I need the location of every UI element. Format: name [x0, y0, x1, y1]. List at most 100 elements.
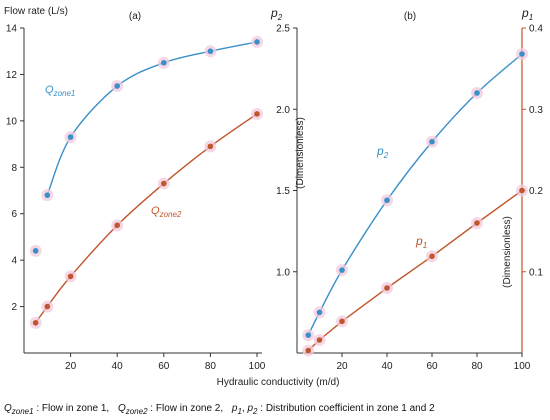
data-point [67, 134, 74, 140]
data-point [114, 222, 120, 229]
data-point [474, 220, 480, 226]
panel-a-y-tick-label: 10 [6, 116, 18, 127]
caption-q1-text: : Flow in zone 1, [34, 403, 110, 414]
data-point [207, 143, 214, 150]
panel-b-left-axis-sub: 2 [277, 13, 283, 22]
panel-b-left-tick-label: 1.0 [276, 267, 290, 278]
panel-a-y-tick-label: 12 [6, 70, 18, 81]
data-point [384, 285, 390, 291]
panel-a-x-tick-label: 40 [112, 361, 124, 372]
panel-b-x-tick-label: 100 [514, 361, 531, 372]
panel-a-x-tick-label: 20 [65, 361, 77, 372]
series-label-qzone1: Qzone1 [45, 84, 75, 98]
panel-b-left-tick-label: 2.5 [276, 24, 290, 35]
data-point [67, 273, 74, 280]
data-point [207, 48, 214, 55]
data-point [114, 83, 120, 89]
panel-b-right-tick-label: 0.2 [529, 186, 543, 197]
data-point [519, 187, 525, 194]
panel-a-x-tick-label: 60 [158, 361, 170, 372]
panel-a-label: (a) [129, 11, 141, 22]
panel-a-y-tick-label: 6 [11, 209, 17, 220]
data-point [474, 90, 480, 96]
data-point [429, 253, 435, 260]
panel-b-left-y-ticks: 1.0 1.5 2.0 2.5 [276, 24, 297, 278]
panel-a-y-tick-label: 4 [11, 256, 17, 267]
series-label-qzone1-main: Q [45, 84, 54, 96]
panel-b-right-note: (Dimensionless) [502, 216, 513, 288]
series-label-qzone1-sub: zone1 [53, 89, 76, 98]
data-point [44, 303, 51, 310]
caption-p2-sub: 2 [252, 407, 258, 416]
series-label-p2-main: p [376, 144, 384, 158]
panel-b-right-tick-label: 0.4 [529, 24, 543, 35]
series-label-p2-sub: 2 [383, 151, 389, 160]
series-label-p1: p1 [415, 234, 427, 250]
caption-q2-sub: zone2 [125, 407, 148, 416]
caption: Qzone1 : Flow in zone 1, Qzone2 : Flow i… [4, 403, 435, 416]
series-line-p2 [307, 53, 523, 336]
panel-b-left-axis-main: p [270, 6, 278, 20]
panel-a-y-tick-label: 2 [11, 302, 17, 313]
panel-b-x-tick-label: 80 [471, 361, 483, 372]
series-label-qzone2-sub: zone2 [159, 210, 182, 219]
panel-a-x-tick-label: 100 [249, 361, 266, 372]
data-point [519, 51, 525, 57]
data-point [316, 309, 323, 316]
panel-b-left-tick-label: 2.0 [276, 105, 290, 116]
panel-b-right-tick-label: 0.1 [529, 267, 543, 278]
panel-b-series-lines [307, 53, 523, 352]
x-axis-title: Hydraulic conductivity (m/d) [217, 377, 340, 388]
panel-b-left-axis-title: p2 [270, 6, 283, 22]
series-line-qzone2 [35, 113, 258, 324]
panel-a-x-tick-label: 80 [205, 361, 217, 372]
data-point [161, 60, 167, 66]
panel-b-right-axis-sub: 1 [529, 13, 533, 22]
series-label-p1-main: p [415, 234, 423, 248]
panel-b-x-tick-label: 20 [336, 361, 348, 372]
panel-b-right-y-ticks: 0.1 0.2 0.3 0.4 [522, 24, 543, 278]
panel-b-left-note: (Dimensionless) [295, 117, 306, 189]
panel-a: Flow rate (L/s) (a) 2 4 6 8 10 12 14 20 40 60 80 1… [4, 6, 266, 372]
panel-b-right-tick-label: 0.3 [529, 105, 543, 116]
panel-b-x-tick-label: 60 [426, 361, 438, 372]
caption-p-text: : Distribution coefficient in zone 1 and… [258, 403, 436, 414]
panel-a-y-ticks: 2 4 6 8 10 12 14 [6, 24, 24, 313]
data-point [339, 318, 345, 325]
caption-p1-main: p [231, 403, 238, 414]
caption-q1-sub: zone1 [11, 407, 34, 416]
data-point [429, 138, 435, 145]
panel-b-right-axis-main: p [521, 6, 529, 20]
data-point [32, 320, 39, 326]
caption-q1-main: Q [4, 403, 12, 414]
panel-a-y-tick-label: 14 [6, 24, 18, 35]
series-label-qzone2-main: Q [151, 205, 160, 217]
panel-b-right-axis-title: p1 [521, 6, 533, 22]
panel-b-x-tick-label: 40 [381, 361, 393, 372]
data-point [44, 192, 51, 198]
series-label-p1-sub: 1 [423, 241, 427, 250]
series-label-p2: p2 [376, 144, 389, 160]
panel-a-points [29, 35, 263, 329]
data-point [254, 39, 260, 45]
caption-p2-main: p [246, 403, 253, 414]
caption-q2-main: Q [118, 403, 126, 414]
panel-b-points [302, 48, 528, 357]
panel-b-left-tick-label: 1.5 [276, 186, 290, 197]
series-label-qzone2: Qzone2 [151, 205, 182, 219]
panel-b: p2 p1 (b) (Dimensionless) (Dimensionless… [270, 6, 543, 372]
data-point [384, 197, 390, 204]
caption-p1-sub: 1 [237, 407, 241, 416]
panel-b-label: (b) [404, 11, 416, 22]
panel-a-ylabel: Flow rate (L/s) [4, 6, 68, 17]
caption-q2-text: : Flow in zone 2, [148, 403, 224, 414]
panel-a-x-ticks: 20 40 60 80 100 [65, 353, 266, 372]
caption-p-sep: , [242, 403, 248, 414]
data-point [305, 347, 312, 354]
panel-b-x-ticks: 20 40 60 80 100 [336, 353, 531, 372]
panel-a-y-tick-label: 8 [11, 163, 17, 174]
series-line-qzone1 [46, 41, 258, 196]
data-point [161, 180, 167, 187]
data-point [254, 111, 260, 117]
